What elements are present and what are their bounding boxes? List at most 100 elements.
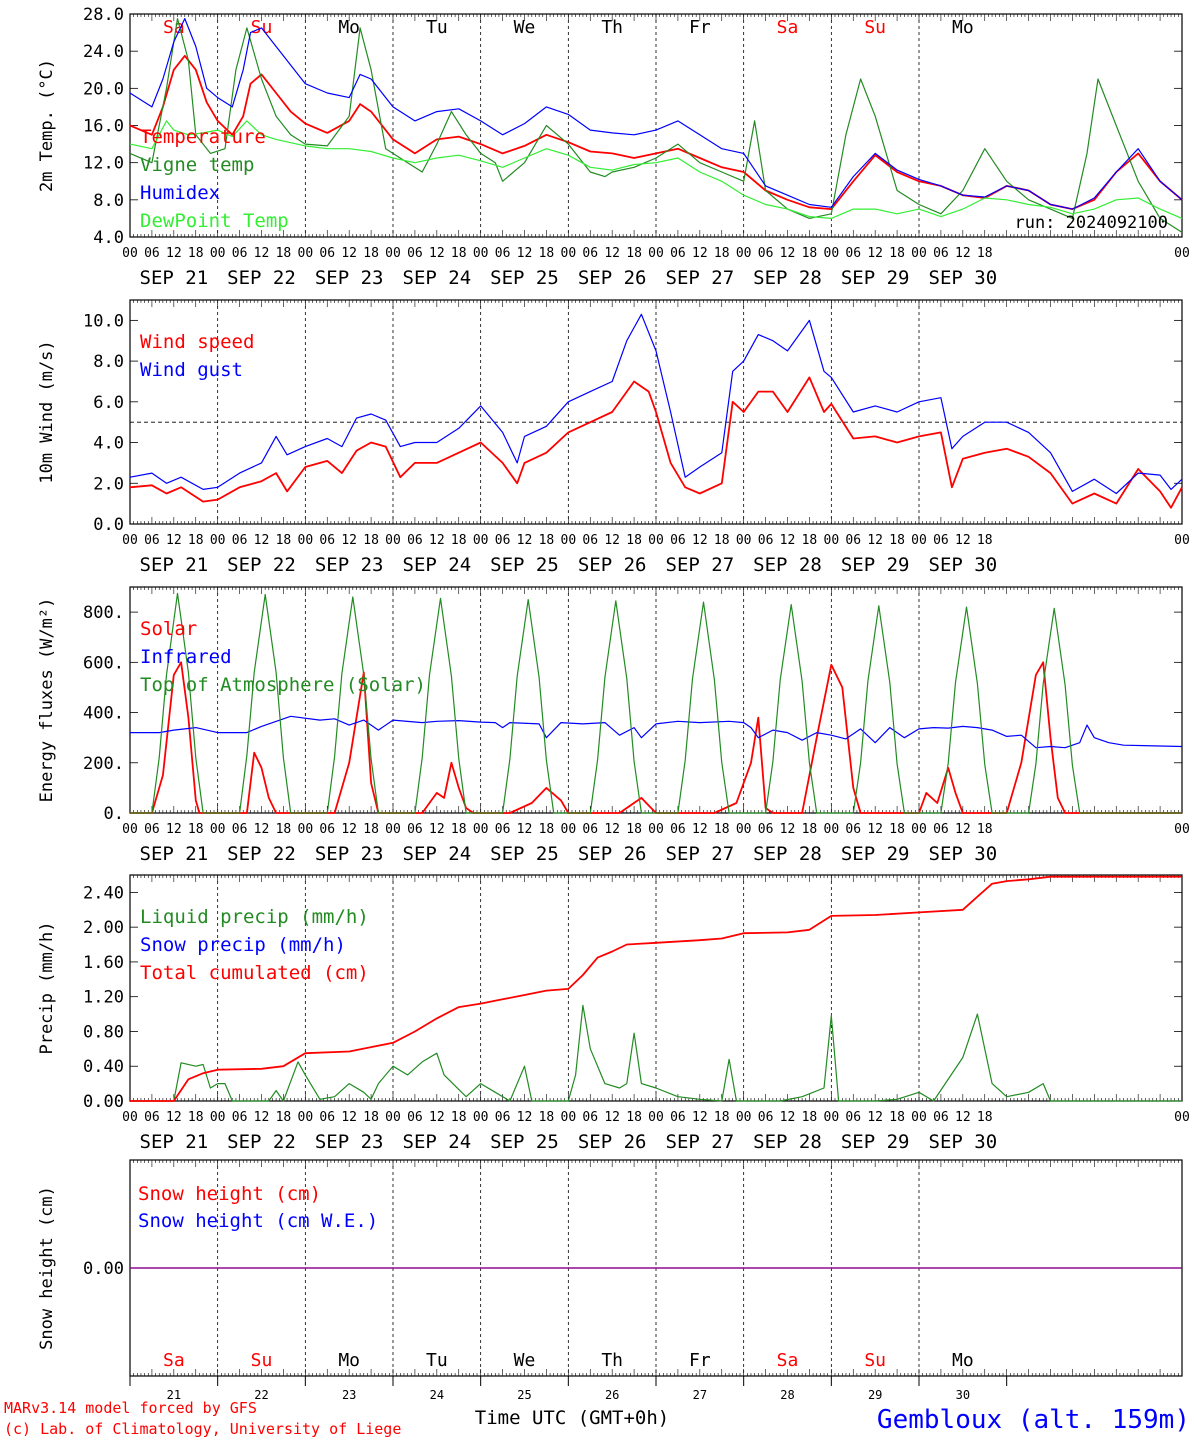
- x-hour-label: 06: [582, 246, 598, 261]
- x-hour-label: 18: [276, 533, 292, 548]
- y-axis-label: Precip (mm/h): [37, 921, 57, 1054]
- x-date-label: SEP 27: [666, 267, 735, 289]
- x-date-label: SEP 22: [227, 1131, 296, 1153]
- day-number-label: 29: [868, 1388, 882, 1402]
- x-hour-label: 00: [122, 533, 138, 548]
- x-axis-label: Time UTC (GMT+0h): [475, 1407, 669, 1429]
- x-date-label: SEP 25: [490, 267, 559, 289]
- y-tick-label: 12.0: [83, 154, 124, 174]
- x-hour-label: 12: [254, 822, 270, 837]
- x-hour-label: 06: [758, 246, 774, 261]
- x-hour-label: 18: [188, 822, 204, 837]
- x-hour-label: 00: [911, 822, 927, 837]
- x-hour-label: 12: [254, 1110, 270, 1125]
- x-hour-label: 12: [867, 246, 883, 261]
- x-hour-label: 18: [188, 246, 204, 261]
- x-hour-label: 12: [867, 533, 883, 548]
- weekday-label: Th: [601, 1350, 623, 1371]
- x-hour-label: 12: [955, 822, 971, 837]
- x-hour-label: 00: [385, 1110, 401, 1125]
- x-hour-label: 18: [363, 1110, 379, 1125]
- x-hour-label: 00: [1174, 533, 1190, 548]
- x-hour-label: 06: [758, 533, 774, 548]
- x-hour-label: 00: [561, 822, 577, 837]
- x-hour-label: 06: [933, 1110, 949, 1125]
- x-hour-label: 12: [780, 533, 796, 548]
- x-date-label: SEP 24: [403, 843, 472, 865]
- x-hour-label: 00: [561, 246, 577, 261]
- x-hour-label: 00: [210, 533, 226, 548]
- x-date-label: SEP 30: [929, 554, 998, 576]
- x-hour-label: 00: [122, 822, 138, 837]
- x-hour-label: 12: [692, 822, 708, 837]
- x-hour-label: 12: [692, 246, 708, 261]
- x-hour-label: 06: [582, 1110, 598, 1125]
- x-date-label: SEP 30: [929, 1131, 998, 1153]
- x-hour-label: 00: [736, 822, 752, 837]
- legend-label: Liquid precip (mm/h): [140, 906, 369, 928]
- x-hour-label: 00: [298, 246, 314, 261]
- weekday-label: Mo: [952, 1350, 974, 1371]
- x-date-label: SEP 25: [490, 843, 559, 865]
- y-tick-label: 0.00: [83, 1259, 124, 1279]
- weekday-label: Mo: [952, 17, 974, 38]
- weekday-label: Tu: [426, 1350, 448, 1371]
- x-hour-label: 00: [824, 822, 840, 837]
- x-hour-label: 00: [911, 1110, 927, 1125]
- weekday-label: Fr: [689, 1350, 711, 1371]
- x-date-label: SEP 26: [578, 1131, 647, 1153]
- x-hour-label: 06: [144, 533, 160, 548]
- legend-label: Snow height (cm): [138, 1183, 321, 1205]
- legend-label: Wind gust: [140, 359, 243, 381]
- x-hour-label: 06: [845, 246, 861, 261]
- y-tick-label: 24.0: [83, 42, 124, 62]
- x-hour-label: 12: [604, 822, 620, 837]
- x-hour-label: 00: [1174, 822, 1190, 837]
- y-tick-label: 4.0: [93, 434, 124, 454]
- x-hour-label: 00: [561, 1110, 577, 1125]
- x-hour-label: 12: [604, 1110, 620, 1125]
- x-hour-label: 18: [889, 246, 905, 261]
- y-tick-label: 0.: [104, 804, 124, 824]
- y-tick-label: 16.0: [83, 117, 124, 137]
- weekday-label: We: [514, 17, 536, 38]
- y-tick-label: 28.0: [83, 5, 124, 25]
- x-date-label: SEP 30: [929, 267, 998, 289]
- x-hour-label: 18: [802, 533, 818, 548]
- x-hour-label: 00: [736, 246, 752, 261]
- chart-panels: 4.0 8.0 12.0 16.0 20.0 24.0 28.0 2m Temp. (°C) 0…: [37, 5, 1190, 1402]
- x-hour-label: 00: [473, 822, 489, 837]
- x-hour-label: 00: [210, 246, 226, 261]
- y-axis-label: Energy fluxes (W/m²): [37, 598, 57, 803]
- legend-label: Top of Atmosphere (Solar): [140, 674, 426, 696]
- x-hour-label: 18: [363, 822, 379, 837]
- x-hour-label: 00: [122, 246, 138, 261]
- y-tick-label: 2.40: [83, 883, 124, 903]
- x-hour-label: 18: [451, 822, 467, 837]
- x-date-label: SEP 25: [490, 554, 559, 576]
- x-hour-label: 12: [166, 822, 182, 837]
- x-hour-label: 06: [582, 822, 598, 837]
- weekday-label: Su: [251, 1350, 273, 1371]
- x-hour-label: 06: [319, 533, 335, 548]
- x-hour-label: 18: [276, 1110, 292, 1125]
- day-number-label: 30: [956, 1388, 970, 1402]
- x-hour-label: 06: [845, 533, 861, 548]
- location-title: Gembloux (alt. 159m): [877, 1405, 1190, 1435]
- y-tick-label: 10.0: [83, 311, 124, 331]
- x-date-label: SEP 22: [227, 554, 296, 576]
- x-hour-label: 00: [1174, 246, 1190, 261]
- x-hour-label: 12: [780, 822, 796, 837]
- weekday-label: Sa: [777, 1350, 799, 1371]
- x-hour-label: 06: [670, 533, 686, 548]
- x-hour-label: 12: [429, 1110, 445, 1125]
- weekday-label: Sa: [777, 17, 799, 38]
- x-hour-label: 18: [451, 1110, 467, 1125]
- x-hour-label: 18: [714, 822, 730, 837]
- x-hour-label: 06: [495, 822, 511, 837]
- x-hour-label: 18: [276, 822, 292, 837]
- x-date-label: SEP 28: [753, 267, 822, 289]
- x-hour-label: 12: [254, 533, 270, 548]
- series-line-top-of-atmosphere-solar: [130, 592, 1182, 814]
- x-hour-label: 00: [385, 822, 401, 837]
